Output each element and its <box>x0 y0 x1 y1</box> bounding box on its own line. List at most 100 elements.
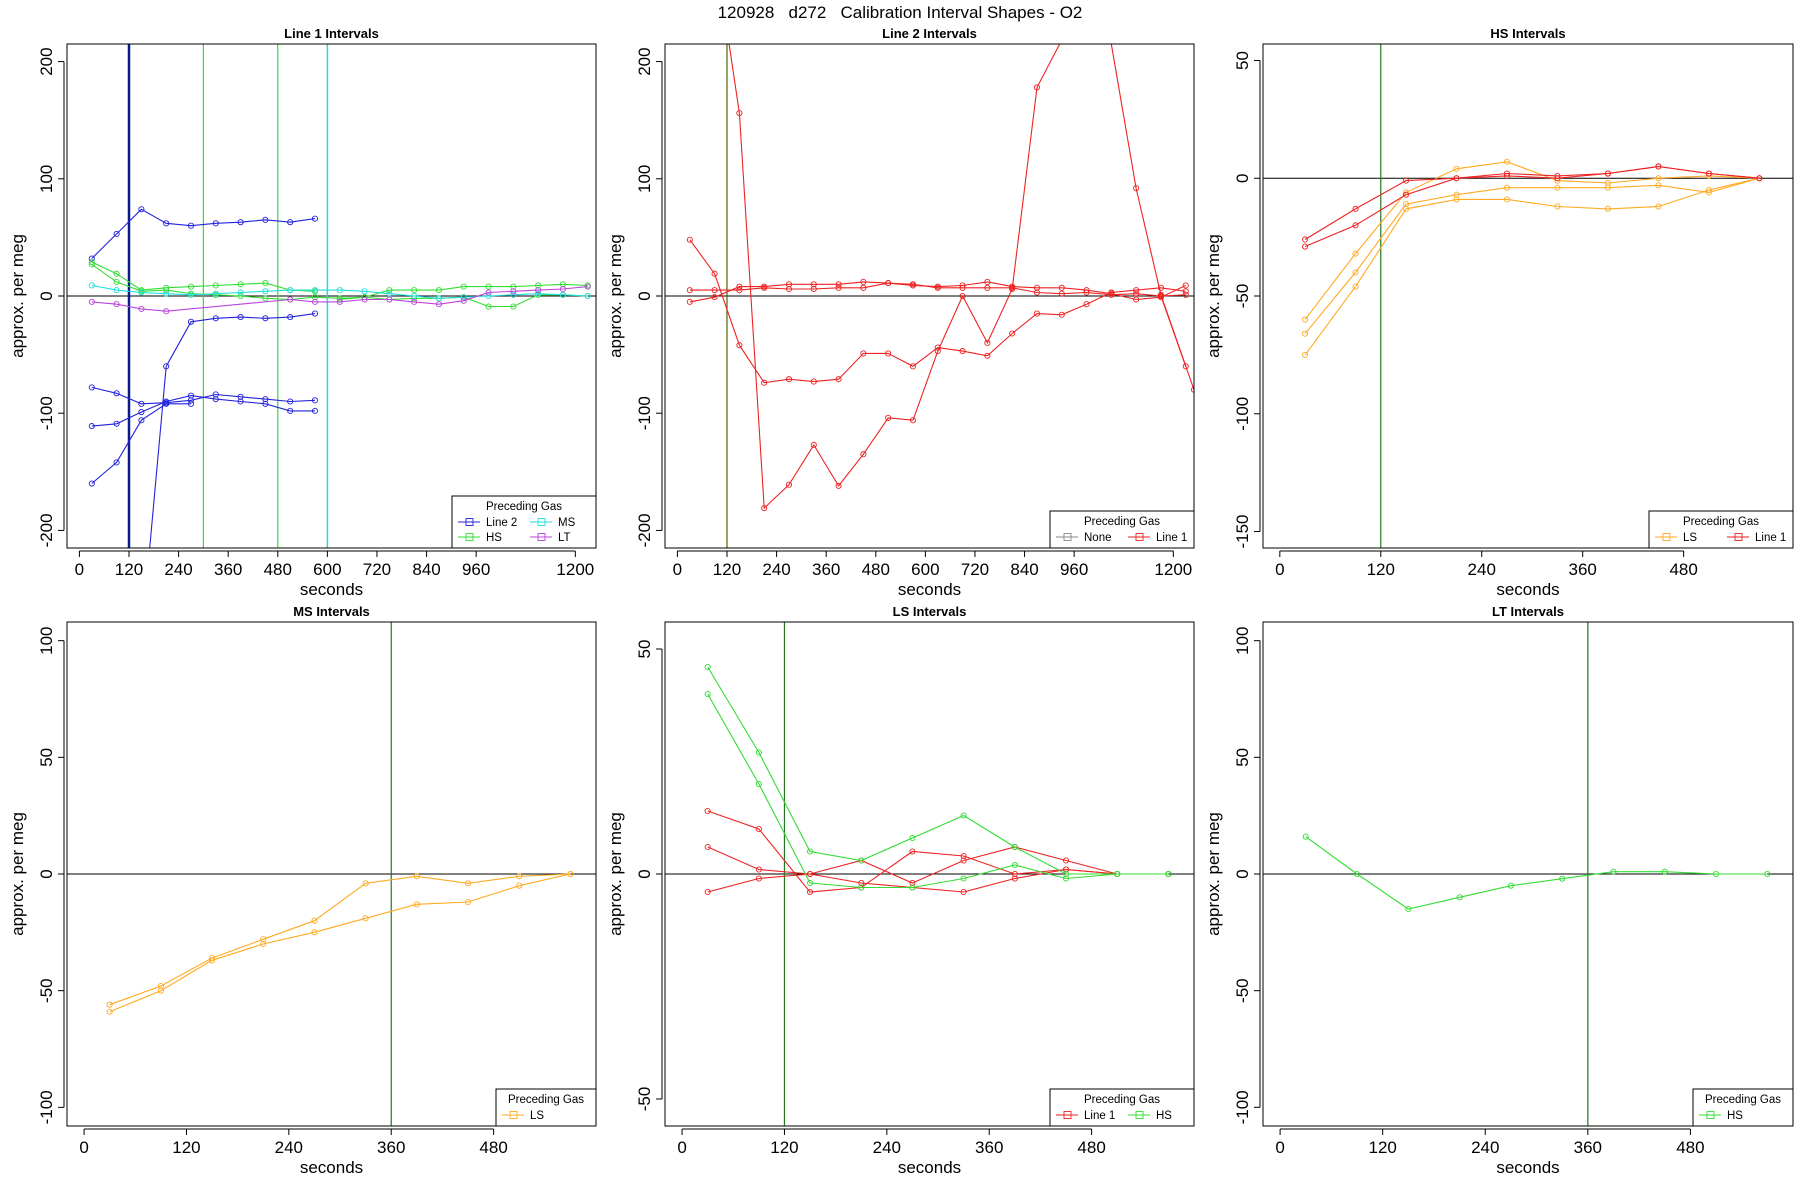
legend: Preceding Gas LS <box>495 1088 597 1127</box>
plot-area <box>665 622 1194 1126</box>
data-point <box>460 297 467 304</box>
data-point <box>1604 184 1611 191</box>
data-point <box>1157 292 1164 300</box>
x-tick-label: 720 <box>961 560 989 579</box>
data-point <box>1705 170 1712 177</box>
y-tick-label: -100 <box>635 396 654 430</box>
x-tick-label: 480 <box>862 560 890 579</box>
x-tick-label: 120 <box>1367 560 1395 579</box>
data-point <box>113 420 120 427</box>
data-point <box>1302 330 1309 337</box>
data-point <box>959 292 966 300</box>
x-tick-label: 120 <box>713 560 741 579</box>
data-point <box>485 303 492 310</box>
series-line <box>689 281 1186 303</box>
data-point <box>1302 351 1309 358</box>
data-point <box>1554 203 1561 210</box>
series-line <box>707 666 1169 875</box>
x-axis-label: seconds <box>898 1158 961 1177</box>
data-point <box>1182 363 1189 370</box>
data-point <box>435 287 443 294</box>
x-tick-label: 480 <box>479 1138 507 1157</box>
legend-marker <box>509 1111 518 1119</box>
data-point <box>1402 191 1410 198</box>
data-point <box>311 310 319 317</box>
data-point <box>686 298 693 305</box>
series-hs-3 <box>704 663 1172 878</box>
data-point <box>1353 870 1361 878</box>
series-ms-8 <box>88 282 591 302</box>
data-point <box>1011 861 1018 869</box>
data-point <box>736 287 743 294</box>
data-point <box>88 298 95 305</box>
legend-marker <box>465 518 474 526</box>
data-point <box>510 303 517 310</box>
data-point <box>1302 833 1309 840</box>
data-point <box>1157 284 1164 291</box>
legend-marker <box>1135 1111 1144 1119</box>
x-axis-label: seconds <box>1496 580 1559 599</box>
series-line <box>1304 161 1760 320</box>
data-point <box>1604 205 1611 212</box>
x-tick-label: 120 <box>115 560 143 579</box>
series-line <box>707 846 1169 884</box>
data-point <box>860 350 867 357</box>
x-tick-label: 480 <box>1077 1138 1105 1157</box>
data-point <box>885 350 892 357</box>
data-point <box>208 957 216 964</box>
data-point <box>1058 290 1065 297</box>
data-point <box>885 280 892 287</box>
x-tick-label: 120 <box>770 1138 798 1157</box>
plot-frame <box>664 43 1195 549</box>
legend-marker <box>1662 533 1671 541</box>
legend-marker <box>1706 1111 1715 1119</box>
panel-ms-intervals: MS Intervals 0 120 240 360 480 seconds -100 -50 0… <box>8 604 597 1177</box>
legend-marker <box>1063 1111 1072 1119</box>
series-line <box>707 868 1169 893</box>
data-point <box>806 888 814 896</box>
data-point <box>460 283 467 290</box>
x-tick-label: 240 <box>762 560 790 579</box>
data-point <box>1604 170 1611 177</box>
data-point <box>1033 310 1041 317</box>
legend-title: Preceding Gas <box>1705 1094 1781 1106</box>
data-point <box>1083 301 1090 308</box>
series-line <box>91 284 588 299</box>
data-point <box>212 220 219 227</box>
series-line <box>1304 165 1760 248</box>
y-tick-label: -50 <box>635 1087 654 1112</box>
series-ls-1 <box>1302 175 1763 337</box>
series-line-1-1 <box>686 278 1189 305</box>
data-point <box>212 290 219 297</box>
x-tick-label: 360 <box>1568 560 1596 579</box>
data-point <box>1165 870 1172 878</box>
data-point <box>686 236 693 243</box>
legend-entry-line-1: Line 1 <box>1128 532 1187 544</box>
figure-title: 120928 d272 Calibration Interval Shapes … <box>717 3 1083 22</box>
data-point <box>1133 287 1140 294</box>
data-point <box>1182 282 1189 289</box>
series-line <box>91 263 588 301</box>
data-point <box>711 270 718 277</box>
data-point <box>1009 330 1016 337</box>
data-point <box>1062 875 1070 882</box>
x-tick-label: 0 <box>673 560 682 579</box>
x-tick-label: 600 <box>911 560 939 579</box>
data-point <box>785 481 793 488</box>
data-point <box>138 417 145 424</box>
legend-marker <box>537 533 546 541</box>
data-point <box>362 915 369 922</box>
x-tick-label: 720 <box>363 560 391 579</box>
y-tick-label: -50 <box>37 978 56 1003</box>
data-point <box>1352 269 1359 276</box>
legend-entry-line-2: Line 2 <box>458 517 517 529</box>
legend-marker <box>1734 533 1743 541</box>
data-point <box>311 917 318 924</box>
x-tick-label: 120 <box>172 1138 200 1157</box>
data-point <box>858 857 865 864</box>
data-point <box>88 384 95 391</box>
y-axis-label: approx. per meg <box>606 812 625 936</box>
data-point <box>411 298 418 305</box>
plot-area <box>67 622 596 1126</box>
data-point <box>262 216 269 223</box>
